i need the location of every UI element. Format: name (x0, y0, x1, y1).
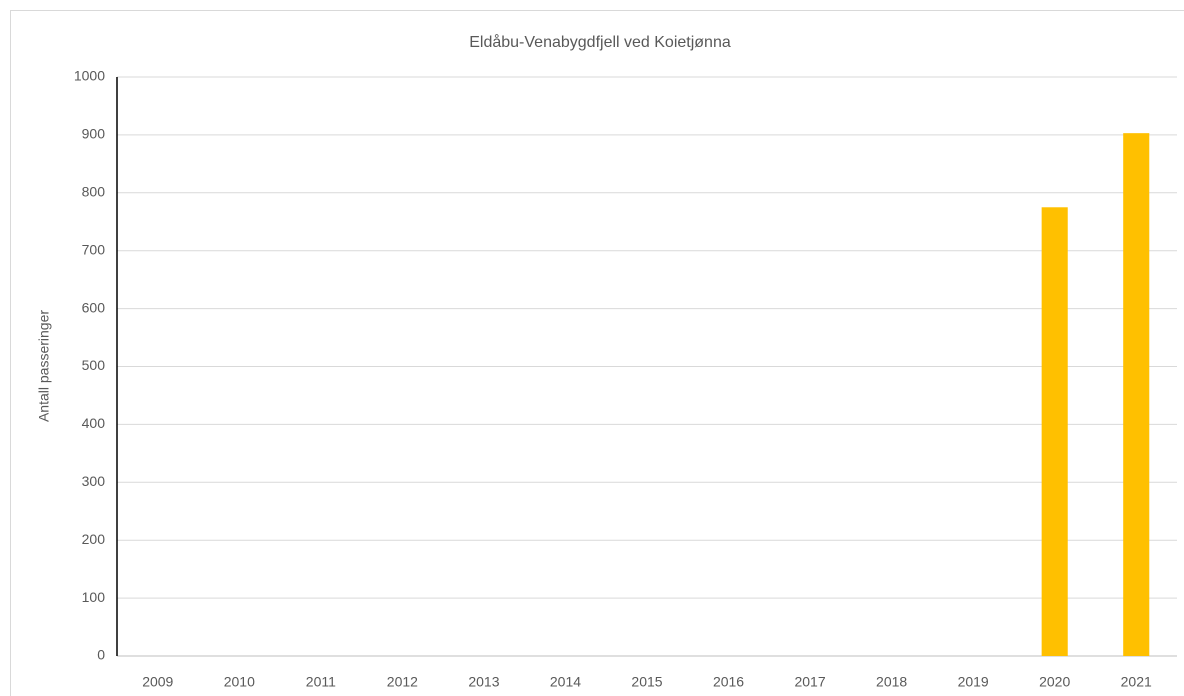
x-tick-label: 2014 (550, 674, 581, 690)
x-tick-label: 2018 (876, 674, 907, 690)
y-tick-label: 200 (82, 531, 106, 547)
x-tick-label: 2009 (142, 674, 173, 690)
y-tick-label: 1000 (74, 68, 105, 84)
x-tick-label: 2012 (387, 674, 418, 690)
chart-frame (10, 10, 1184, 696)
x-tick-label: 2020 (1039, 674, 1070, 690)
x-tick-label: 2017 (794, 674, 825, 690)
y-tick-label: 900 (82, 126, 106, 142)
x-tick-label: 2015 (631, 674, 662, 690)
y-tick-label: 800 (82, 184, 106, 200)
y-tick-label: 0 (97, 647, 105, 663)
y-tick-label: 500 (82, 357, 106, 373)
x-tick-label: 2013 (468, 674, 499, 690)
bar (1123, 133, 1150, 657)
x-tick-label: 2021 (1121, 674, 1152, 690)
x-tick-label: 2016 (713, 674, 744, 690)
y-tick-label: 400 (82, 415, 106, 431)
y-tick-label: 300 (82, 473, 106, 489)
bar (1041, 207, 1068, 656)
y-tick-label: 700 (82, 241, 106, 257)
x-tick-label: 2019 (958, 674, 989, 690)
chart-title: Eldåbu-Venabygdfjell ved Koietjønna (469, 33, 731, 51)
x-tick-label: 2011 (306, 674, 336, 690)
y-axis-label: Antall passeringer (36, 310, 52, 422)
y-tick-label: 100 (82, 589, 106, 605)
y-tick-label: 600 (82, 299, 106, 315)
x-tick-label: 2010 (224, 674, 255, 690)
